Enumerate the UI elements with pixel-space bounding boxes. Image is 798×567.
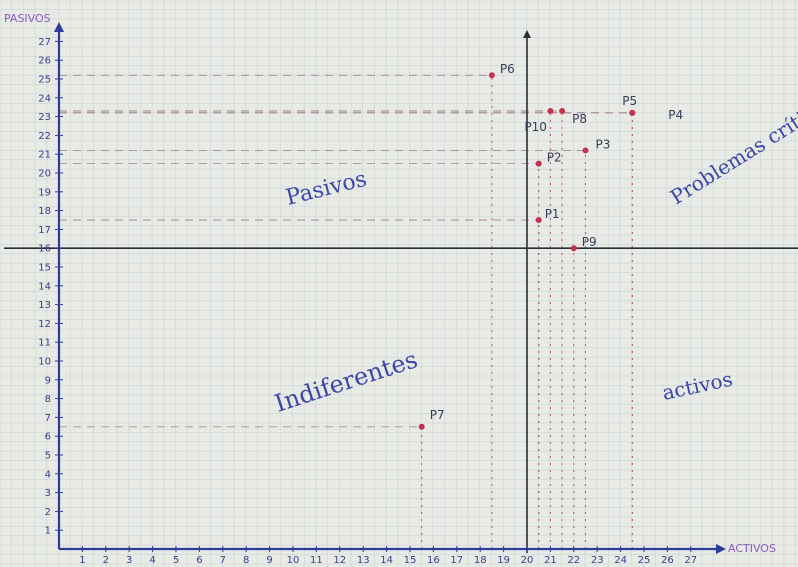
y-tick-label: 23 [38, 112, 51, 123]
y-tick-label: 22 [38, 131, 51, 142]
y-axis-title: PASIVOS [4, 12, 51, 25]
point-label-p5: P5 [622, 94, 637, 108]
point-label-p4: P4 [668, 108, 683, 122]
x-tick-label: 8 [243, 555, 249, 566]
y-tick-label: 14 [38, 281, 51, 292]
x-tick-label: 19 [497, 555, 510, 566]
x-tick-label: 21 [544, 555, 557, 566]
data-point-p2 [535, 160, 542, 167]
x-tick-label: 9 [266, 555, 272, 566]
x-tick-label: 22 [567, 555, 580, 566]
data-point-p5 [629, 109, 636, 116]
x-axis-arrow [716, 544, 726, 554]
x-tick-label: 5 [173, 555, 179, 566]
y-tick-label: 18 [38, 206, 51, 217]
y-tick-label: 8 [45, 394, 51, 405]
data-point-p3 [582, 147, 589, 154]
mean-line-arrow [523, 30, 531, 38]
y-tick-label: 17 [38, 225, 51, 236]
x-tick-label: 11 [310, 555, 323, 566]
point-label-p10: P10 [524, 120, 547, 134]
y-tick-label: 19 [38, 187, 51, 198]
point-label-p3: P3 [596, 137, 611, 151]
y-axis-arrow [54, 22, 64, 32]
point-label-p6: P6 [500, 62, 515, 76]
y-tick-label: 25 [38, 75, 51, 86]
data-point-p8 [559, 107, 566, 114]
x-tick-label: 24 [614, 555, 627, 566]
y-tick-label: 27 [38, 37, 51, 48]
x-tick-label: 4 [149, 555, 155, 566]
x-tick-label: 14 [380, 555, 393, 566]
y-tick-label: 16 [38, 244, 51, 255]
y-tick-label: 26 [38, 56, 51, 67]
point-label-p1: P1 [545, 207, 560, 221]
y-tick-label: 20 [38, 169, 51, 180]
x-tick-label: 25 [638, 555, 651, 566]
y-tick-label: 11 [38, 338, 51, 349]
x-tick-label: 20 [521, 555, 534, 566]
y-tick-label: 13 [38, 300, 51, 311]
tick-labels: 1 2 3 4 5 6 7 8 9 10 11 12 13 14 15 16 17 18 19 20 21 22 23 24 2… [38, 37, 697, 566]
y-tick-label: 21 [38, 150, 51, 161]
point-label-p8: P8 [572, 112, 587, 126]
data-point-p6 [488, 72, 495, 79]
y-tick-label: 12 [38, 319, 51, 330]
y-tick-label: 7 [45, 413, 51, 424]
x-tick-label: 7 [220, 555, 226, 566]
point-label-p7: P7 [430, 408, 445, 422]
x-tick-label: 23 [591, 555, 604, 566]
x-tick-label: 15 [404, 555, 417, 566]
y-tick-label: 1 [45, 526, 51, 537]
y-tick-label: 15 [38, 263, 51, 274]
data-point-p1 [535, 217, 542, 223]
x-tick-label: 27 [684, 555, 697, 566]
x-tick-label: 12 [333, 555, 346, 566]
x-tick-label: 17 [450, 555, 463, 566]
x-tick-label: 10 [287, 555, 300, 566]
y-tick-label: 2 [45, 507, 51, 518]
x-tick-label: 2 [103, 555, 109, 566]
y-tick-label: 24 [38, 93, 51, 104]
x-tick-label: 6 [196, 555, 202, 566]
x-tick-label: 16 [427, 555, 440, 566]
data-points: P1 P2 P3 P4 P5 P6 P7 P8 P9 P10 [418, 62, 683, 430]
data-point-p9 [570, 245, 577, 252]
x-axis-title: ACTIVOS [728, 542, 776, 555]
data-point-p10 [547, 107, 554, 114]
x-tick-label: 18 [474, 555, 487, 566]
x-tick-label: 26 [661, 555, 674, 566]
x-tick-label: 13 [357, 555, 370, 566]
y-tick-label: 9 [45, 375, 51, 386]
y-tick-label: 10 [38, 357, 51, 368]
y-tick-label: 3 [45, 488, 51, 499]
x-tick-label: 1 [79, 555, 85, 566]
point-label-p2: P2 [547, 151, 562, 165]
point-label-p9: P9 [582, 235, 597, 249]
data-point-p7 [418, 423, 425, 430]
y-tick-label: 6 [45, 432, 51, 443]
y-tick-label: 4 [45, 469, 51, 480]
y-tick-label: 5 [45, 451, 51, 462]
x-tick-label: 3 [126, 555, 132, 566]
